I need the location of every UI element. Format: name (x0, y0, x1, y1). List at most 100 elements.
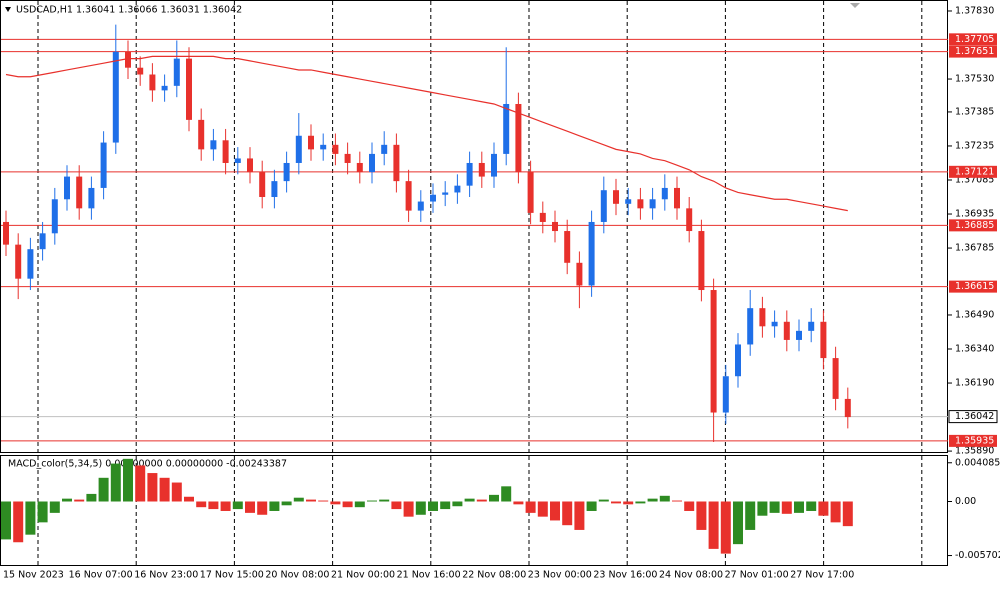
price-pane (0, 0, 948, 453)
macd-bar (598, 499, 609, 502)
macd-bar (818, 501, 829, 516)
candle-body (405, 181, 412, 211)
macd-bar (501, 486, 512, 502)
macd-bar (281, 501, 292, 506)
macd-bar (647, 498, 658, 502)
candle-body (381, 144, 388, 154)
candle-body (332, 144, 339, 154)
candle-body (64, 176, 70, 200)
macd-bar (440, 501, 451, 510)
candle-body (308, 135, 314, 150)
candle-body (539, 212, 546, 222)
macd-bar (562, 501, 573, 526)
macd-bar (659, 495, 670, 502)
macd-bar (428, 501, 438, 511)
candle-body (552, 221, 558, 232)
candle-body (491, 153, 497, 177)
candle-body (88, 187, 95, 209)
macd-bar (110, 463, 121, 502)
macd-bar (318, 500, 329, 502)
macd-bar (696, 501, 707, 530)
macd-bar (794, 501, 804, 513)
x-tick-label: 22 Nov 08:00 (462, 570, 526, 581)
y-tick-label: 1.36935 (955, 209, 994, 220)
candle-body (222, 140, 229, 163)
candle-body (722, 376, 729, 413)
candle-body (283, 162, 290, 182)
macd-bar (684, 501, 695, 511)
macd-bar (269, 501, 280, 511)
candle-body (783, 321, 790, 340)
candle-body (844, 398, 851, 418)
candle-body (674, 187, 680, 209)
candle-body (759, 308, 766, 327)
candle-body (649, 199, 656, 209)
candle-body (808, 321, 815, 331)
candle-body (100, 142, 107, 188)
macd-bar (98, 477, 109, 502)
x-tick-label: 27 Nov 01:00 (725, 570, 789, 581)
x-tick-label: 27 Nov 17:00 (790, 570, 854, 581)
candle-body (27, 249, 34, 279)
level-box (949, 219, 997, 232)
level-label: 1.35935 (955, 435, 994, 446)
x-tick-label: 23 Nov 16:00 (593, 570, 657, 581)
macd-bar (537, 501, 548, 517)
scroll-icon[interactable] (850, 3, 860, 8)
y-tick-label: -0.0057027 (955, 550, 1000, 561)
macd-bar (672, 500, 682, 502)
candle-body (588, 221, 595, 286)
macd-bar (403, 501, 414, 517)
candle-body (247, 158, 253, 173)
candle-body (735, 344, 741, 377)
level-label: 1.37121 (955, 166, 994, 177)
y-tick-label: 1.36340 (955, 344, 994, 355)
macd-bar (769, 501, 780, 513)
macd-bar (379, 499, 390, 502)
candle-body (344, 153, 351, 163)
x-tick-label: 16 Nov 07:00 (69, 570, 133, 581)
candle-body (369, 153, 375, 173)
y-tick-label: 1.36490 (955, 309, 994, 320)
menu-arrow[interactable] (5, 7, 11, 12)
candle-body (637, 199, 644, 209)
macd-bar (220, 501, 231, 511)
y-tick-label: 1.37385 (955, 106, 994, 117)
candle-body (478, 162, 485, 177)
level-box (949, 45, 997, 58)
candle-body (210, 140, 217, 150)
macd-bar (208, 501, 219, 510)
candle-body (393, 144, 400, 182)
macd-bar (1, 501, 11, 540)
macd-bar (330, 501, 341, 505)
macd-bar (74, 499, 85, 502)
level-label: 1.37651 (955, 46, 994, 57)
level-box (949, 165, 997, 178)
y-tick-label: 1.37830 (955, 5, 994, 16)
macd-bar (86, 493, 97, 502)
y-tick-label: 0.00 (955, 496, 976, 507)
x-tick-label: 23 Nov 00:00 (528, 570, 592, 581)
candle-body (51, 199, 58, 234)
level-label: 1.36885 (955, 220, 994, 231)
x-tick-label: 17 Nov 15:00 (200, 570, 264, 581)
candle-body (698, 231, 705, 291)
macd-bar (489, 494, 499, 502)
macd-pane (0, 455, 948, 566)
y-tick-label: 1.37235 (955, 140, 994, 151)
candle-body (320, 144, 327, 150)
macd-bar (354, 501, 365, 508)
macd-bar (342, 501, 353, 508)
macd-bar (781, 501, 792, 514)
macd-bar (611, 501, 621, 504)
candle-body (112, 51, 119, 143)
macd-bar (635, 501, 646, 504)
candle-body (173, 58, 180, 86)
candle-body (600, 190, 607, 222)
level-box (949, 280, 997, 293)
x-tick-label: 21 Nov 16:00 (397, 570, 461, 581)
price-title: USDCAD,H1 1.36041 1.36066 1.36031 1.3604… (16, 5, 242, 16)
candle-body (527, 172, 534, 213)
y-tick-label: 1.37530 (955, 74, 994, 85)
